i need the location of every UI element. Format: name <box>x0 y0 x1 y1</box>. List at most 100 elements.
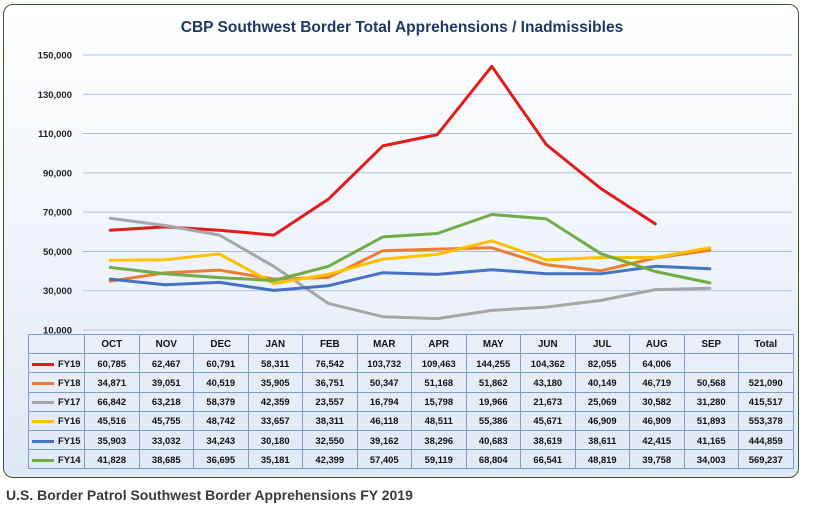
total-header: Total <box>738 333 794 355</box>
x-tick-label: NOV <box>138 333 194 355</box>
table-row: FY18 34,871 39,051 40,519 35,905 36,751 50,347… <box>28 372 794 393</box>
data-label: 50,347 <box>356 372 412 393</box>
legend-label: FY16 <box>58 415 81 427</box>
data-label: 40,519 <box>193 372 249 393</box>
data-label: 38,296 <box>411 429 467 451</box>
data-table: OCT NOV DEC JAN FEB MAR APR MAY JUN JUL AUG SEP Tota… <box>28 333 794 470</box>
y-tick-label: 10,000 <box>43 326 72 337</box>
x-tick-label: MAY <box>465 333 521 355</box>
data-label: 41,165 <box>683 429 739 451</box>
x-tick-label: MAR <box>356 333 412 355</box>
legend-entry: FY16 <box>28 410 85 431</box>
x-tick-label: APR <box>411 333 467 355</box>
data-label: 60,785 <box>84 353 140 374</box>
table-corner <box>28 333 85 355</box>
data-label: 33,032 <box>138 429 194 451</box>
data-label: 30,180 <box>247 429 303 451</box>
data-label: 38,619 <box>520 429 576 451</box>
data-label: 16,794 <box>356 391 412 412</box>
legend-entry: FY14 <box>28 449 85 470</box>
legend-label: FY18 <box>58 376 81 388</box>
data-label: 43,180 <box>520 372 576 393</box>
data-label: 19,966 <box>465 391 521 412</box>
data-label: 36,751 <box>302 372 358 393</box>
data-label: 35,905 <box>247 372 303 393</box>
data-label: 42,399 <box>302 449 358 470</box>
x-tick-label: JUN <box>520 333 576 355</box>
data-label: 41,828 <box>84 449 140 470</box>
y-tick-label: 50,000 <box>43 247 72 258</box>
data-label: 38,311 <box>302 410 358 431</box>
data-label: 31,280 <box>683 391 739 412</box>
data-label: 62,467 <box>138 353 194 374</box>
data-label: 66,842 <box>84 391 140 412</box>
data-label: 36,695 <box>193 449 249 470</box>
x-tick-label: SEP <box>683 333 739 355</box>
data-label: 144,255 <box>465 353 521 374</box>
y-tick-label: 30,000 <box>43 286 72 297</box>
data-label: 30,582 <box>629 391 685 412</box>
data-label: 39,162 <box>356 429 412 451</box>
legend-label: FY19 <box>58 357 81 369</box>
data-label: 46,118 <box>356 410 412 431</box>
chart-frame: 10,000 30,000 50,000 70,000 90,000 110,000 130… <box>3 4 799 478</box>
series-line-fy14 <box>108 213 712 285</box>
legend-entry: FY19 <box>28 353 85 374</box>
row-total: 569,237 <box>738 449 794 470</box>
table-row: FY15 35,903 33,032 34,243 30,180 32,550 39,162… <box>28 429 794 451</box>
data-label: 39,051 <box>138 372 194 393</box>
data-label: 40,149 <box>574 372 630 393</box>
data-label: 48,819 <box>574 449 630 470</box>
data-label: 46,909 <box>629 410 685 431</box>
legend-swatch <box>32 362 54 366</box>
data-label: 38,685 <box>138 449 194 470</box>
data-label: 51,893 <box>683 410 739 431</box>
table-row: FY17 66,842 63,218 58,379 42,359 23,557 16,794… <box>28 391 794 412</box>
data-label: 39,758 <box>629 449 685 470</box>
data-label: 51,168 <box>411 372 467 393</box>
data-label: 58,379 <box>193 391 249 412</box>
x-tick-label: JUL <box>574 333 630 355</box>
data-label: 42,359 <box>247 391 303 412</box>
row-total: 415,517 <box>738 391 794 412</box>
y-tick-label: 70,000 <box>43 208 72 219</box>
series-line-fy15 <box>108 264 712 292</box>
legend-label: FY15 <box>58 434 81 446</box>
row-total <box>738 353 794 374</box>
data-label: 40,683 <box>465 429 521 451</box>
data-label: 57,405 <box>356 449 412 470</box>
data-label: 68,804 <box>465 449 521 470</box>
series-line-fy18 <box>108 246 712 283</box>
series-line-fy17 <box>108 216 712 321</box>
legend-swatch <box>32 420 54 424</box>
legend-swatch <box>32 458 54 462</box>
data-label: 82,055 <box>574 353 630 374</box>
legend-swatch <box>32 401 54 405</box>
data-label: 63,218 <box>138 391 194 412</box>
chart-title: CBP Southwest Border Total Apprehensions… <box>180 19 624 36</box>
data-label: 34,871 <box>84 372 140 393</box>
data-label: 45,516 <box>84 410 140 431</box>
data-label: 64,006 <box>629 353 685 374</box>
data-label: 66,541 <box>520 449 576 470</box>
data-label: 45,755 <box>138 410 194 431</box>
y-tick-label: 90,000 <box>43 168 72 179</box>
y-tick-label: 110,000 <box>38 129 72 140</box>
data-label: 48,511 <box>411 410 467 431</box>
legend-swatch <box>32 381 54 385</box>
x-tick-label: AUG <box>629 333 685 355</box>
data-label: 55,386 <box>465 410 521 431</box>
legend-entry: FY15 <box>28 429 85 451</box>
figure-caption: U.S. Border Patrol Southwest Border Appr… <box>6 487 413 503</box>
row-total: 553,378 <box>738 410 794 431</box>
legend-swatch <box>32 439 54 443</box>
data-label: 38,611 <box>574 429 630 451</box>
data-label: 45,671 <box>520 410 576 431</box>
legend-entry: FY17 <box>28 391 85 412</box>
data-label: 46,719 <box>629 372 685 393</box>
table-row: FY19 60,785 62,467 60,791 58,311 76,542 103,73… <box>28 353 794 374</box>
data-label: 48,742 <box>193 410 249 431</box>
data-label: 46,909 <box>574 410 630 431</box>
data-label: 34,243 <box>193 429 249 451</box>
data-label: 60,791 <box>193 353 249 374</box>
